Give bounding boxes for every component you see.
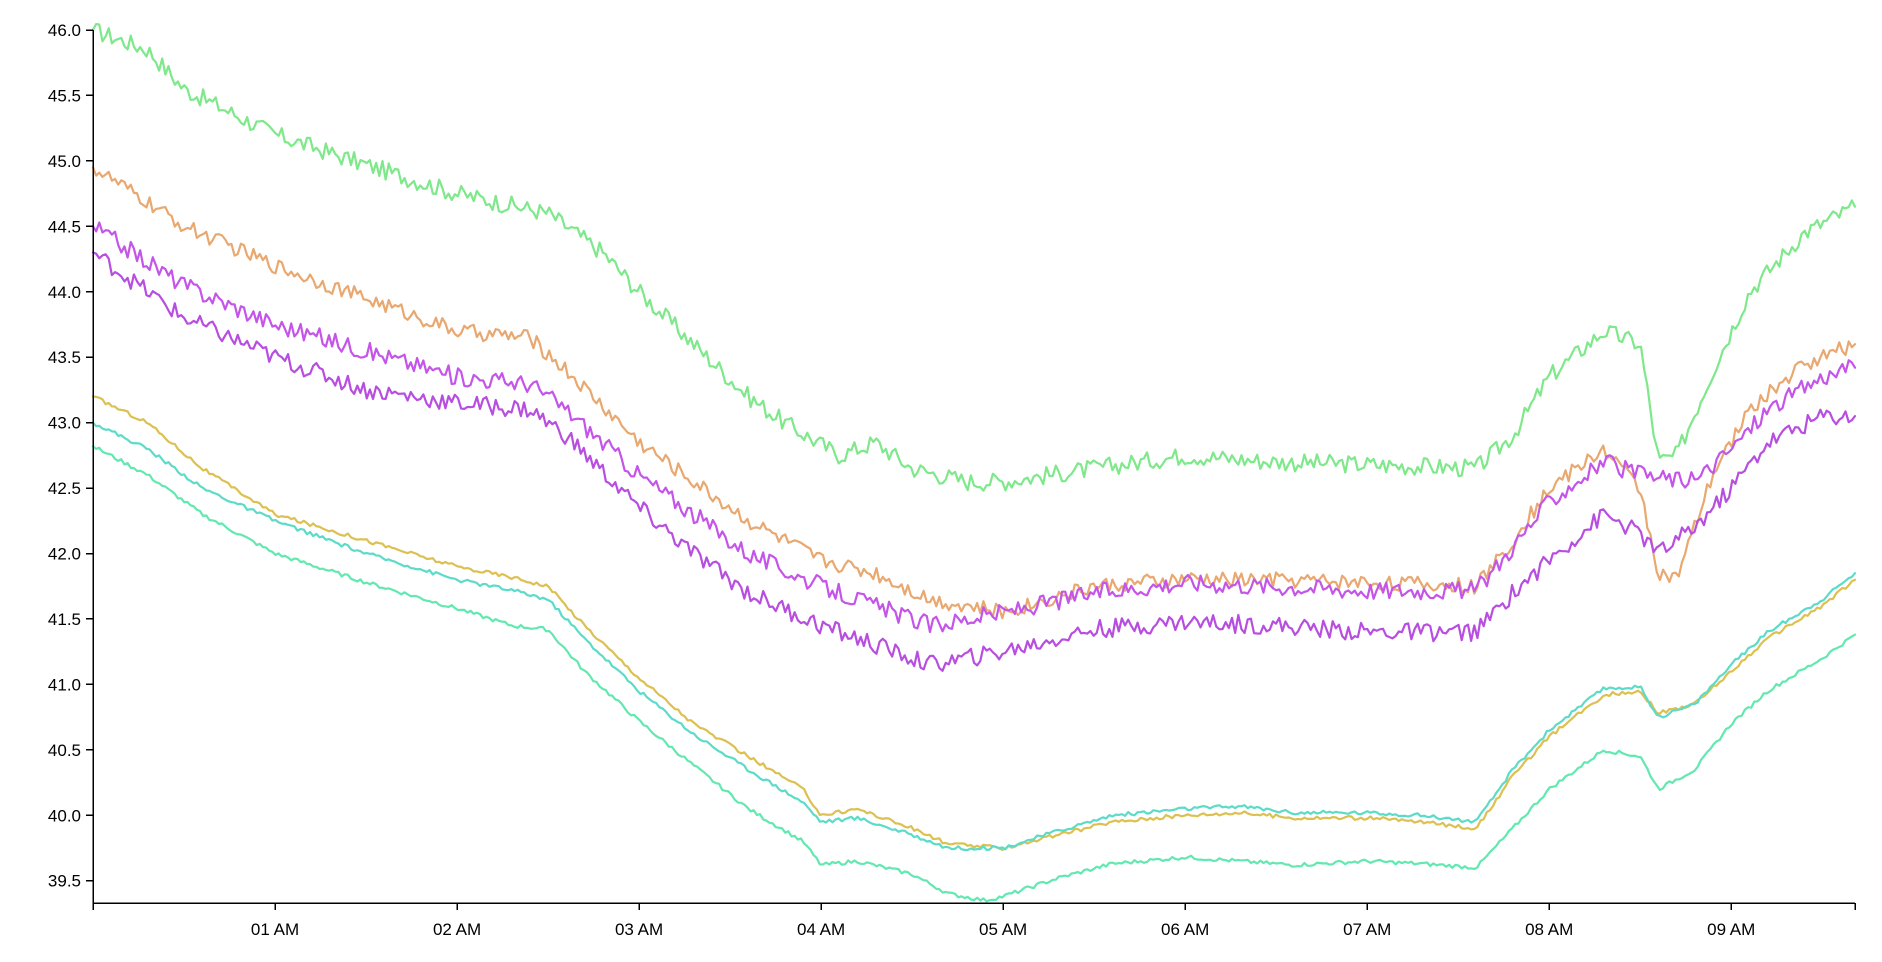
x-tick-label: 02 AM — [433, 920, 481, 939]
series-layer — [91, 22, 1857, 903]
x-tick-label: 08 AM — [1525, 920, 1573, 939]
y-tick-label: 41.5 — [48, 610, 81, 629]
series-line-2 — [91, 166, 1857, 620]
x-axis: 01 AM 02 AM 03 AM 04 AM 05 AM 06 AM 07 AM 08 AM… — [92, 902, 1856, 939]
y-tick-label: 42.5 — [48, 479, 81, 498]
y-tick-label: 41.0 — [48, 675, 81, 694]
series-line-3 — [91, 221, 1857, 634]
series-line-5 — [91, 395, 1857, 851]
y-tick-label: 43.5 — [48, 348, 81, 367]
y-tick-label: 45.0 — [48, 152, 81, 171]
y-tick-label: 42.0 — [48, 545, 81, 564]
y-tick-label: 43.0 — [48, 414, 81, 433]
series-line-4 — [91, 251, 1857, 672]
y-tick-label: 45.5 — [48, 86, 81, 105]
x-tick-label: 04 AM — [797, 920, 845, 939]
x-tick-label: 03 AM — [615, 920, 663, 939]
x-tick-label: 09 AM — [1707, 920, 1755, 939]
series-line-1 — [91, 22, 1857, 492]
y-tick-label: 46.0 — [48, 21, 81, 40]
x-tick-label: 06 AM — [1161, 920, 1209, 939]
x-tick-label: 07 AM — [1343, 920, 1391, 939]
y-tick-label: 40.5 — [48, 741, 81, 760]
x-tick-label: 01 AM — [251, 920, 299, 939]
series-line-7 — [91, 445, 1857, 903]
y-tick-label: 44.0 — [48, 283, 81, 302]
series-line-6 — [91, 421, 1857, 852]
y-tick-label: 39.5 — [48, 872, 81, 891]
y-tick-label: 44.5 — [48, 217, 81, 236]
y-tick-label: 40.0 — [48, 806, 81, 825]
x-tick-label: 05 AM — [979, 920, 1027, 939]
y-axis: 39.5 40.0 40.5 41.0 41.5 42.0 42.5 43.0 43.5 44.0… — [48, 21, 94, 903]
